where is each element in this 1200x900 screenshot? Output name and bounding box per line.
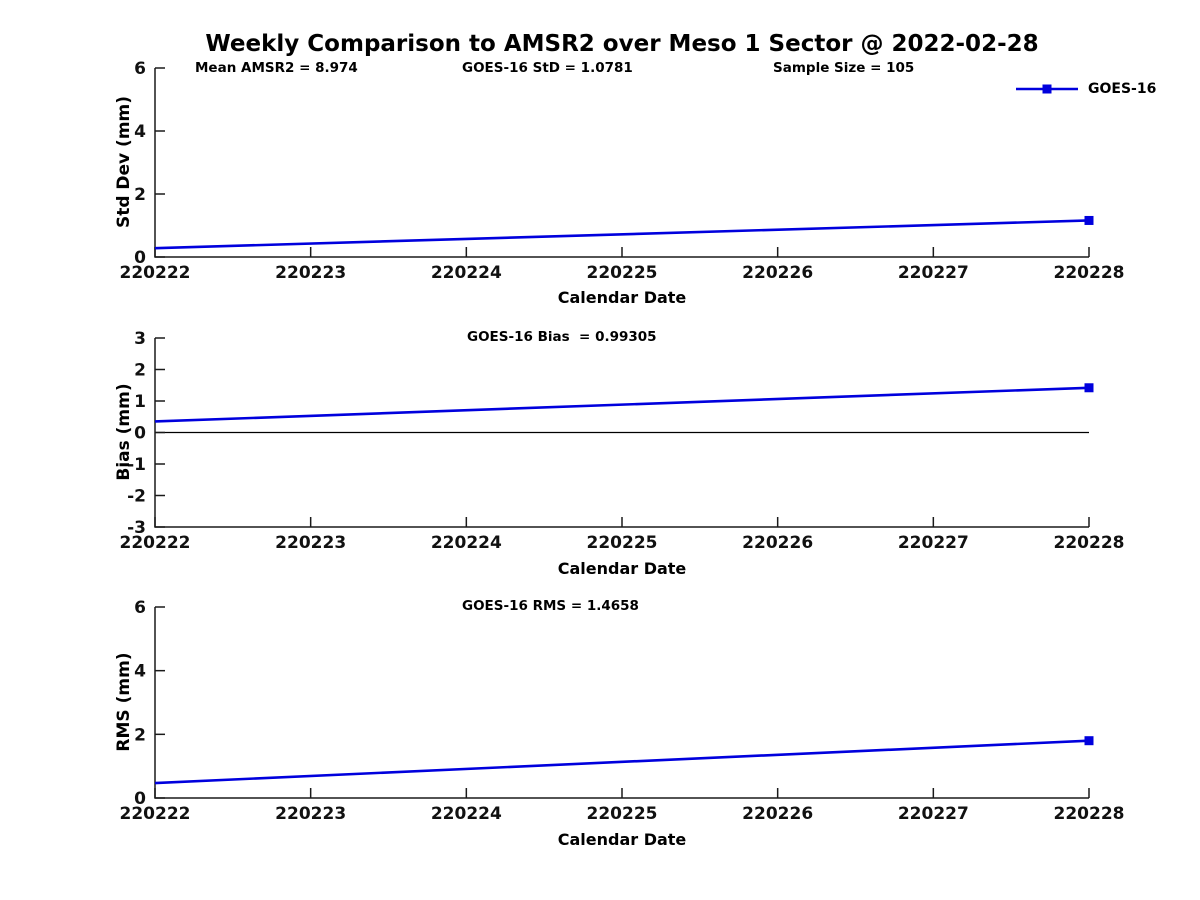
figure-title: Weekly Comparison to AMSR2 over Meso 1 S… (205, 31, 1039, 57)
y-tick-label: 2 (134, 185, 146, 205)
series-end-marker (1084, 736, 1094, 746)
ylabel-rms: RMS (mm) (114, 652, 134, 752)
series-line-goes-16 (154, 219, 1090, 250)
y-tick-label: 4 (134, 662, 146, 682)
y-tick-label: 4 (134, 122, 146, 142)
x-tick-label: 220224 (431, 263, 502, 283)
xlabel-calendar-date-2: Calendar Date (557, 559, 687, 578)
y-tick-label: 3 (134, 329, 146, 349)
x-tick-label: 220224 (431, 804, 502, 824)
legend-line-sample (1016, 84, 1078, 94)
legend-label: GOES-16 (1088, 81, 1157, 97)
stat-goes16-std: GOES-16 StD = 1.0781 (462, 60, 633, 76)
x-tick-label: 220226 (742, 533, 813, 553)
y-tick-label: -1 (127, 455, 146, 475)
y-tick-label: 2 (134, 725, 146, 745)
x-tick-label: 220224 (431, 533, 502, 553)
y-tick-label: -2 (127, 487, 146, 507)
y-tick-label: 6 (134, 59, 146, 79)
y-tick-label: 0 (134, 789, 146, 809)
y-tick-label: 6 (134, 598, 146, 618)
series-end-marker (1084, 215, 1094, 225)
x-tick-label: 220227 (898, 533, 969, 553)
subplot-0: 0 2 4 6 220222 220223 220224 220225 220226 220227… (120, 59, 1125, 283)
ylabel-bias: Bias (mm) (114, 383, 134, 481)
legend-square-marker-icon (1042, 84, 1052, 94)
series-line-goes-16 (154, 739, 1090, 785)
stat-mean-amsr2: Mean AMSR2 = 8.974 (195, 60, 358, 76)
xlabel-calendar-date-1: Calendar Date (557, 288, 687, 307)
x-tick-label: 220222 (120, 263, 191, 283)
y-tick-label: 0 (134, 424, 146, 444)
x-tick-label: 220228 (1054, 804, 1125, 824)
axis-lines (154, 68, 1089, 258)
x-tick-label: 220222 (120, 804, 191, 824)
x-tick-label: 220223 (275, 263, 346, 283)
annotation-goes16-bias: GOES-16 Bias = 0.99305 (467, 329, 657, 345)
x-tick-label: 220225 (587, 263, 658, 283)
series-line-goes-16 (154, 386, 1090, 423)
axis-lines (154, 607, 1089, 799)
x-tick-label: 220223 (275, 804, 346, 824)
ylabel-std-dev: Std Dev (mm) (114, 95, 134, 229)
subplot-1: -3 -2 -1 0 1 2 3 220222 220223 220224 220225 220226… (120, 329, 1125, 553)
x-tick-label: 220226 (742, 263, 813, 283)
x-tick-label: 220226 (742, 804, 813, 824)
x-tick-label: 220228 (1054, 533, 1125, 553)
y-tick-label: 2 (134, 361, 146, 381)
legend: GOES-16 (1016, 82, 1156, 96)
xlabel-calendar-date-3: Calendar Date (557, 830, 687, 849)
y-tick-label: -3 (127, 518, 146, 538)
series-end-marker (1084, 383, 1094, 393)
annotation-goes16-rms: GOES-16 RMS = 1.4658 (462, 598, 639, 614)
x-tick-label: 220225 (587, 804, 658, 824)
y-tick-label: 1 (134, 392, 146, 412)
x-tick-label: 220225 (587, 533, 658, 553)
y-tick-label: 0 (134, 248, 146, 268)
x-tick-label: 220228 (1054, 263, 1125, 283)
x-tick-label: 220227 (898, 804, 969, 824)
x-tick-label: 220227 (898, 263, 969, 283)
x-tick-label: 220223 (275, 533, 346, 553)
subplot-2: 0 2 4 6 220222 220223 220224 220225 220226 220227… (120, 598, 1125, 824)
x-tick-label: 220222 (120, 533, 191, 553)
stat-sample-size: Sample Size = 105 (773, 60, 915, 76)
